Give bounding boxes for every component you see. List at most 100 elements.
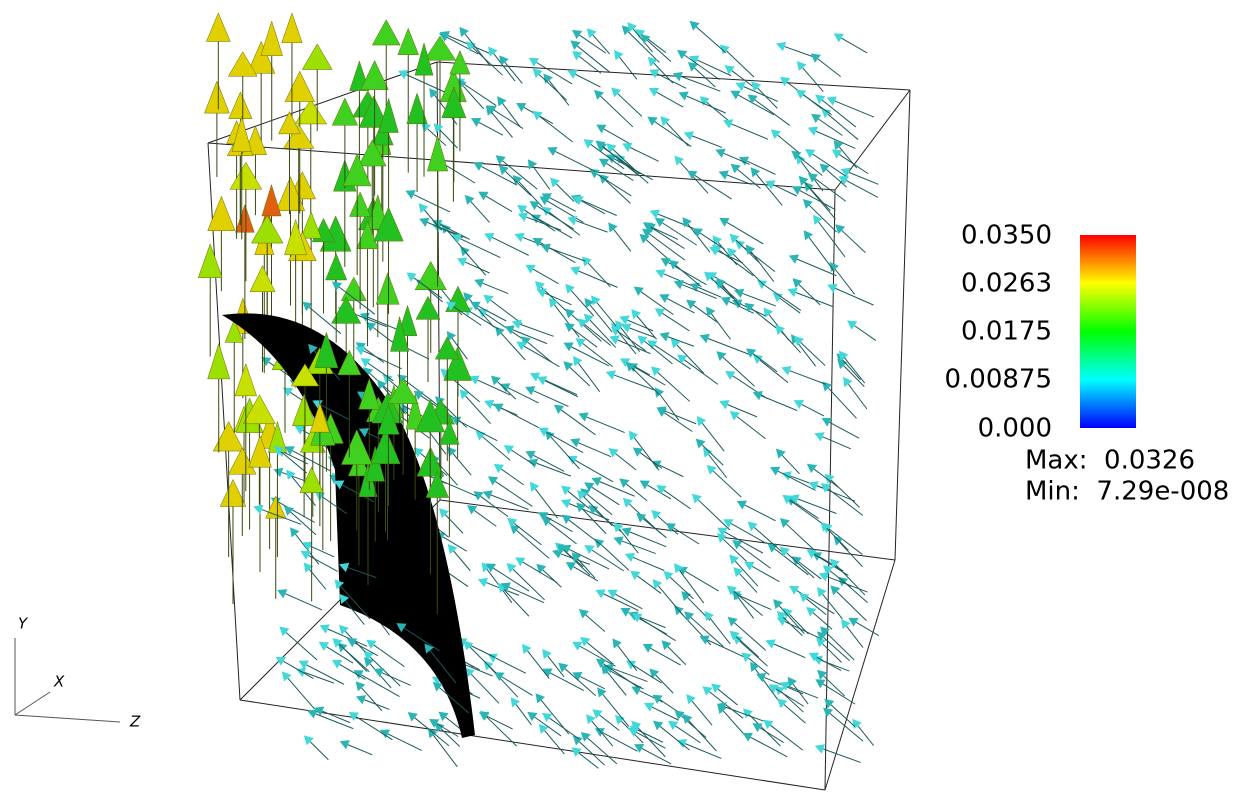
- glyph: [668, 720, 679, 731]
- glyph: [505, 171, 532, 196]
- glyph: [681, 284, 717, 299]
- glyph: [820, 483, 831, 493]
- glyph: [334, 579, 345, 590]
- glyph: [261, 509, 302, 525]
- glyph: [696, 416, 707, 427]
- glyph: [589, 169, 600, 179]
- glyph: [570, 266, 581, 276]
- glyph: [823, 675, 846, 697]
- glyph: [605, 179, 631, 204]
- glyph: [398, 70, 409, 80]
- glyph: [803, 230, 814, 241]
- glyph: [813, 468, 839, 488]
- glyph: [497, 96, 507, 107]
- glyph: [308, 306, 342, 334]
- glyph: [503, 589, 530, 617]
- glyph: [757, 279, 768, 290]
- glyph: [406, 74, 445, 93]
- glyph: [301, 43, 333, 70]
- glyph: [734, 560, 759, 587]
- glyph: [515, 704, 532, 726]
- glyph: [534, 716, 562, 737]
- glyph: [841, 37, 868, 54]
- glyph: [617, 339, 651, 355]
- glyph: [781, 365, 792, 376]
- glyph: [637, 729, 664, 743]
- glyph: [763, 719, 774, 730]
- glyph: [651, 706, 679, 721]
- glyph: [367, 316, 399, 331]
- glyph: [796, 341, 817, 367]
- glyph: [565, 283, 575, 294]
- glyph: [415, 295, 441, 320]
- glyph: [609, 335, 620, 345]
- glyph: [793, 501, 819, 519]
- glyph: [818, 221, 846, 258]
- glyph: [512, 329, 548, 345]
- glyph: [783, 704, 806, 724]
- glyph: [591, 720, 614, 747]
- glyph: [204, 80, 230, 114]
- glyph: [511, 319, 522, 330]
- glyph: [360, 674, 400, 698]
- glyph: [808, 237, 835, 272]
- glyph: [676, 344, 705, 374]
- glyph: [571, 314, 602, 342]
- glyph: [595, 589, 606, 599]
- glyph: [340, 276, 367, 301]
- glyph: [834, 100, 875, 118]
- glyph: [434, 722, 445, 733]
- glyph: [481, 166, 518, 186]
- glyph: [817, 669, 828, 680]
- glyph: [596, 124, 607, 134]
- glyph: [779, 297, 801, 314]
- glyph: [331, 281, 343, 291]
- glyph: [527, 711, 538, 722]
- glyph: [536, 288, 547, 298]
- glyph: [545, 516, 573, 533]
- glyph: [325, 252, 348, 281]
- glyph: [647, 56, 658, 67]
- glyph: [739, 573, 758, 593]
- glyph: [550, 436, 580, 470]
- glyph: [596, 302, 619, 330]
- glyph: [722, 356, 755, 387]
- glyph: [814, 178, 847, 202]
- glyph: [355, 681, 366, 692]
- glyph: [572, 672, 583, 682]
- glyph: [802, 67, 824, 93]
- glyph: [750, 661, 760, 673]
- glyph: [644, 702, 655, 712]
- glyph: [842, 359, 861, 381]
- glyph: [512, 174, 523, 185]
- glyph: [659, 294, 670, 303]
- glyph: [716, 351, 727, 361]
- glyph: [541, 206, 552, 217]
- glyph: [654, 308, 666, 318]
- glyph: [789, 585, 800, 595]
- glyph: [560, 409, 596, 436]
- glyph: [390, 315, 410, 352]
- glyph: [538, 723, 549, 734]
- glyph: [339, 593, 350, 604]
- glyph: [302, 541, 313, 551]
- glyph: [756, 672, 767, 683]
- glyph: [439, 687, 470, 714]
- glyph: [664, 410, 697, 425]
- glyph: [720, 296, 732, 306]
- glyph: [281, 671, 292, 682]
- glyph: [686, 694, 696, 705]
- glyph: [407, 711, 418, 722]
- glyph: [619, 56, 638, 80]
- glyph: [555, 183, 575, 202]
- glyph: [798, 561, 822, 580]
- glyph: [727, 404, 758, 418]
- glyph: [633, 664, 662, 684]
- glyph: [653, 720, 664, 731]
- glyph: [658, 585, 684, 616]
- glyph: [780, 331, 801, 354]
- glyph: [565, 562, 577, 571]
- glyph: [581, 200, 606, 215]
- surface: [222, 313, 475, 738]
- glyph: [533, 454, 565, 472]
